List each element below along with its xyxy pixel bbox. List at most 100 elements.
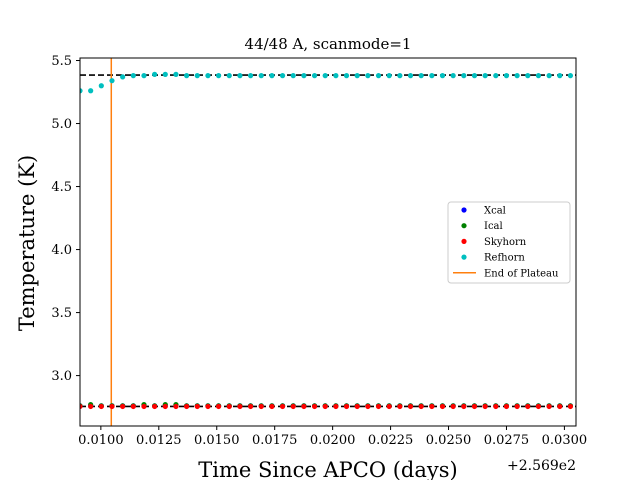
point-skyhorn (194, 403, 200, 410)
y-tick-label: 3.0 (51, 369, 72, 384)
point-skyhorn (152, 403, 158, 410)
point-refhorn (162, 71, 168, 77)
point-skyhorn (88, 403, 94, 410)
point-refhorn (365, 73, 371, 79)
point-refhorn (429, 73, 435, 79)
point-skyhorn (375, 403, 382, 410)
point-refhorn (375, 73, 382, 79)
point-skyhorn (461, 403, 467, 410)
point-refhorn (471, 73, 478, 79)
point-skyhorn (365, 403, 371, 410)
x-tick-label: 0.0125 (136, 433, 182, 448)
point-skyhorn (258, 403, 264, 410)
point-skyhorn (493, 403, 499, 410)
y-axis-label: Temperature (K) (15, 155, 39, 331)
point-refhorn (567, 73, 574, 79)
point-refhorn (80, 88, 83, 94)
point-refhorn (152, 71, 158, 77)
point-refhorn (461, 73, 467, 79)
point-refhorn (407, 73, 414, 79)
point-skyhorn (471, 403, 478, 410)
point-refhorn (247, 73, 254, 79)
point-skyhorn (80, 403, 83, 410)
point-refhorn (386, 73, 392, 79)
point-skyhorn (482, 403, 488, 410)
legend-label: Xcal (484, 206, 506, 217)
point-skyhorn (279, 403, 286, 410)
series-skyhorn (80, 403, 574, 410)
point-refhorn (184, 73, 190, 79)
point-refhorn (205, 73, 211, 79)
point-refhorn (557, 73, 563, 79)
point-refhorn (109, 78, 115, 84)
point-skyhorn (226, 403, 232, 410)
y-tick-label: 5.5 (51, 54, 72, 69)
legend-label: Refhorn (484, 253, 525, 264)
point-refhorn (525, 73, 531, 79)
y-axis: 3.0 3.5 4.0 4.5 5.0 5.5 (51, 54, 80, 384)
legend-marker-ical (461, 223, 467, 229)
point-skyhorn (407, 403, 414, 410)
point-refhorn (237, 73, 243, 79)
point-refhorn (130, 73, 136, 79)
x-tick-label: 0.0250 (426, 433, 472, 448)
point-skyhorn (237, 403, 243, 410)
y-tick-label: 3.5 (51, 306, 72, 321)
point-refhorn (194, 73, 200, 79)
point-refhorn (397, 73, 403, 79)
point-skyhorn (546, 403, 552, 410)
point-refhorn (226, 73, 232, 79)
point-refhorn (301, 73, 307, 79)
point-refhorn (322, 73, 328, 79)
point-skyhorn (429, 403, 435, 410)
point-skyhorn (290, 403, 296, 410)
point-refhorn (514, 73, 520, 79)
point-refhorn (269, 73, 275, 79)
point-skyhorn (109, 403, 115, 410)
point-refhorn (343, 73, 350, 79)
point-skyhorn (141, 403, 147, 410)
point-skyhorn (397, 403, 403, 410)
x-axis-offset-label: +2.569e2 (507, 458, 576, 474)
point-skyhorn (120, 403, 126, 410)
legend-box (447, 201, 571, 284)
point-refhorn (482, 73, 488, 79)
point-skyhorn (301, 403, 307, 410)
x-tick-label: 0.0100 (78, 433, 124, 448)
point-skyhorn (514, 403, 520, 410)
x-tick-label: 0.0300 (542, 433, 588, 448)
point-skyhorn (386, 403, 392, 410)
x-tick-label: 0.0275 (484, 433, 530, 448)
legend-marker-skyhorn (461, 238, 467, 244)
point-refhorn (258, 73, 264, 79)
point-refhorn (98, 83, 104, 89)
x-tick-label: 0.0200 (310, 433, 356, 448)
point-skyhorn (311, 403, 318, 410)
point-refhorn (311, 73, 318, 79)
point-skyhorn (503, 403, 510, 410)
legend-marker-xcal (461, 207, 467, 213)
point-refhorn (333, 73, 339, 79)
legend-label: Ical (484, 221, 503, 232)
legend-label: End of Plateau (484, 268, 559, 279)
point-refhorn (535, 73, 542, 79)
point-refhorn (439, 73, 446, 79)
point-skyhorn (439, 403, 446, 410)
point-skyhorn (333, 403, 339, 410)
point-refhorn (418, 73, 424, 79)
legend-label: Skyhorn (484, 237, 527, 248)
point-refhorn (546, 73, 552, 79)
point-skyhorn (184, 403, 190, 410)
x-tick-label: 0.0175 (252, 433, 298, 448)
point-skyhorn (343, 403, 350, 410)
point-refhorn (290, 73, 296, 79)
point-skyhorn (567, 403, 574, 410)
point-refhorn (503, 73, 510, 79)
legend: Xcal Ical Skyhorn Refhorn End of Plateau (447, 201, 571, 284)
y-tick-label: 4.5 (51, 180, 72, 195)
plot-area (80, 58, 576, 426)
point-refhorn (216, 73, 222, 79)
point-refhorn (493, 73, 499, 79)
point-skyhorn (130, 403, 136, 410)
point-refhorn (173, 71, 179, 77)
